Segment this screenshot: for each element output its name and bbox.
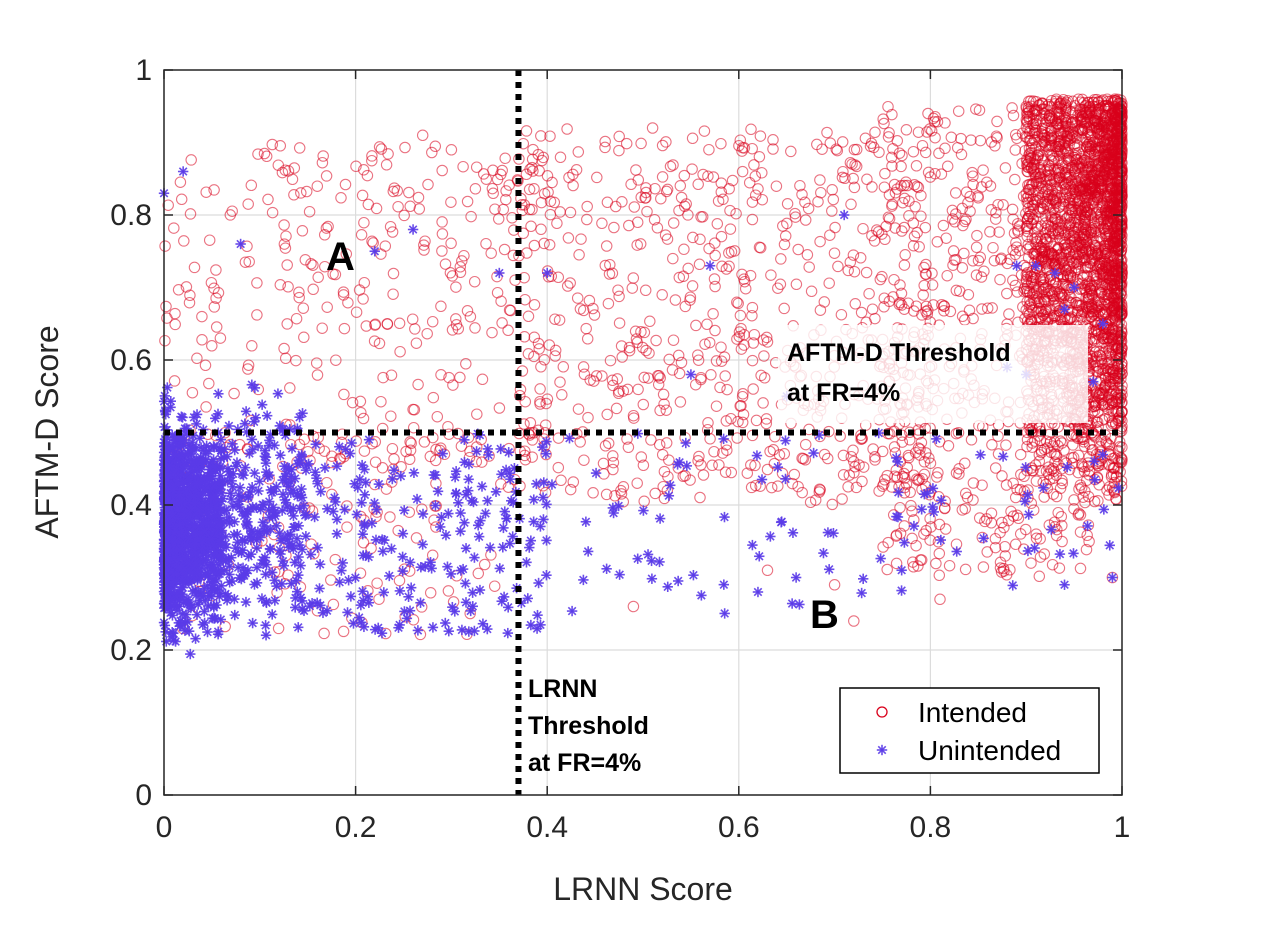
intended-point bbox=[1045, 94, 1058, 107]
unintended-point bbox=[161, 636, 172, 647]
intended-point bbox=[1071, 218, 1084, 231]
unintended-point bbox=[170, 636, 181, 647]
intended-point bbox=[1033, 449, 1046, 461]
intended-point bbox=[1056, 437, 1068, 449]
intended-point bbox=[1110, 493, 1122, 505]
unintended-point bbox=[191, 609, 203, 620]
unintended-point bbox=[197, 619, 209, 630]
intended-point bbox=[1079, 485, 1091, 497]
intended-point bbox=[1088, 344, 1100, 357]
intended-point bbox=[1056, 477, 1069, 490]
intended-point bbox=[1092, 495, 1104, 507]
unintended-point bbox=[202, 626, 213, 638]
intended-point bbox=[1087, 194, 1100, 207]
unintended-point bbox=[212, 628, 224, 640]
intended-point bbox=[1113, 184, 1126, 196]
unintended-point bbox=[185, 648, 196, 660]
intended-point bbox=[1105, 432, 1117, 445]
intended-point bbox=[1096, 414, 1109, 426]
intended-point bbox=[1040, 435, 1053, 447]
intended-point bbox=[1070, 296, 1082, 309]
intended-point bbox=[1033, 455, 1046, 467]
intended-point bbox=[1026, 208, 1038, 221]
intended-point bbox=[1101, 484, 1113, 496]
